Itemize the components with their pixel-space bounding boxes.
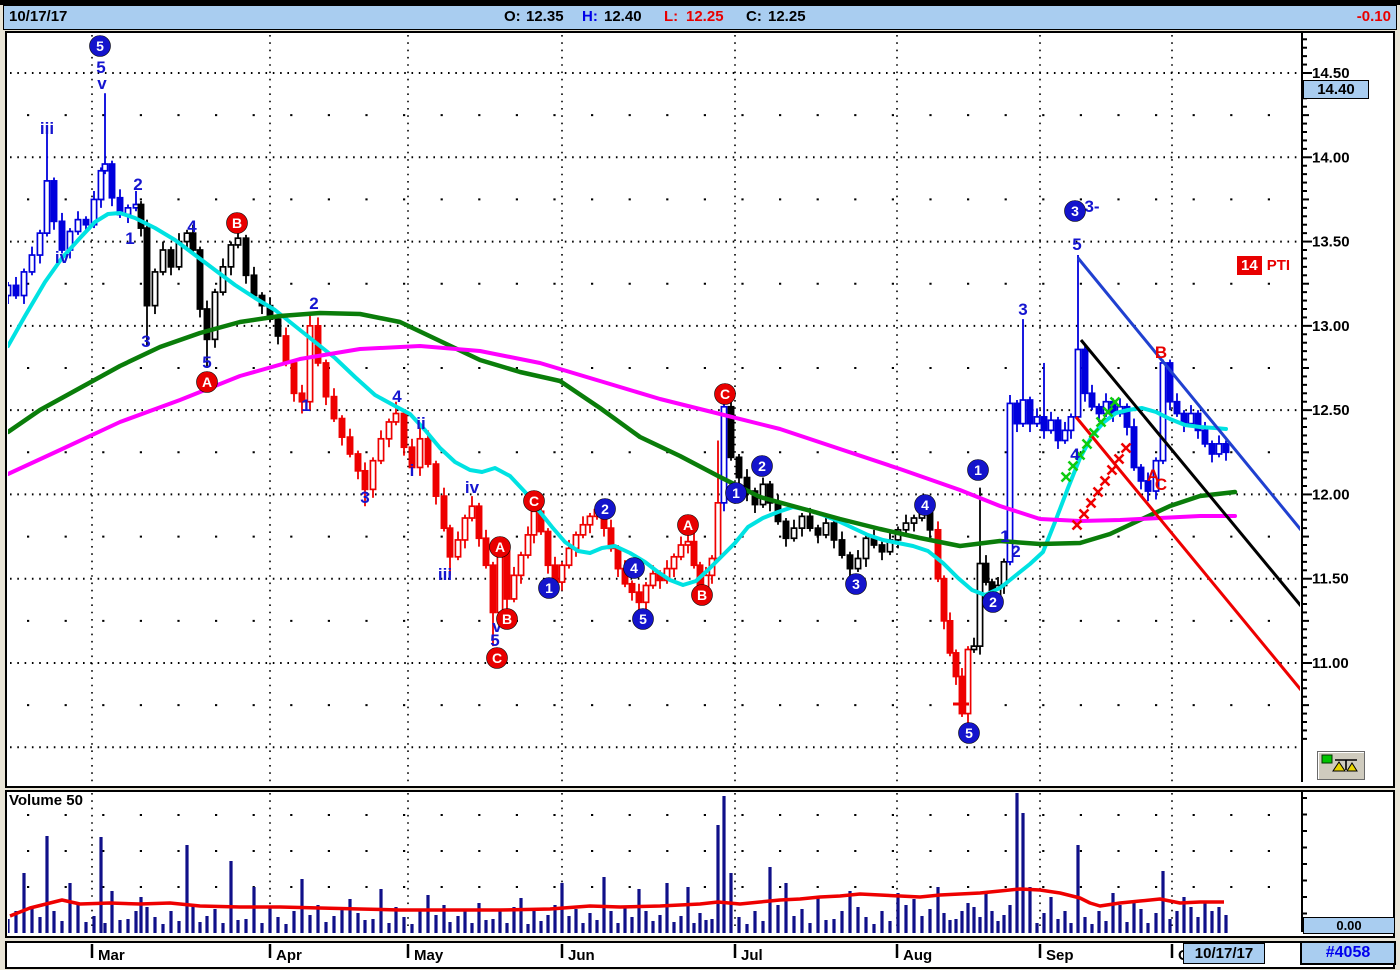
- window-top-strip: [0, 0, 1400, 5]
- price-scale-divider: [1301, 33, 1303, 782]
- quote-o-value: 12.35: [526, 8, 564, 25]
- quote-c-value: 12.25: [768, 8, 806, 25]
- volume-cursor-readout: 0.00: [1303, 917, 1395, 934]
- quote-h-label: H:: [582, 8, 598, 25]
- pti-label: PTI: [1266, 257, 1291, 274]
- quote-l-value: 12.25: [686, 8, 724, 25]
- quote-o-label: O:: [504, 8, 521, 25]
- volume-pane[interactable]: [5, 790, 1395, 938]
- price-cursor-readout: 14.40: [1303, 80, 1369, 99]
- quote-l-label: L:: [664, 8, 679, 25]
- volume-pane-title: Volume 50: [9, 792, 83, 809]
- quote-date: 10/17/17: [9, 8, 68, 25]
- quote-h-value: 12.40: [604, 8, 642, 25]
- quote-c-label: C:: [746, 8, 762, 25]
- volume-scale-divider: [1301, 792, 1303, 932]
- time-axis-bar: [5, 941, 1395, 969]
- expert-scales-icon[interactable]: [1317, 751, 1365, 780]
- quote-change: -0.10: [1356, 8, 1391, 25]
- pti-indicator: 14 PTI: [1237, 256, 1290, 275]
- quote-title-bar: 10/17/17 -0.10 O: 12.35 H: 12.40 L: 12.25 C: 12…: [3, 5, 1397, 30]
- price-chart-pane[interactable]: [5, 31, 1395, 788]
- cursor-date-box: 10/17/17: [1183, 943, 1265, 964]
- pti-value-badge: 14: [1237, 256, 1262, 275]
- chart-id-badge: #4058: [1300, 941, 1396, 965]
